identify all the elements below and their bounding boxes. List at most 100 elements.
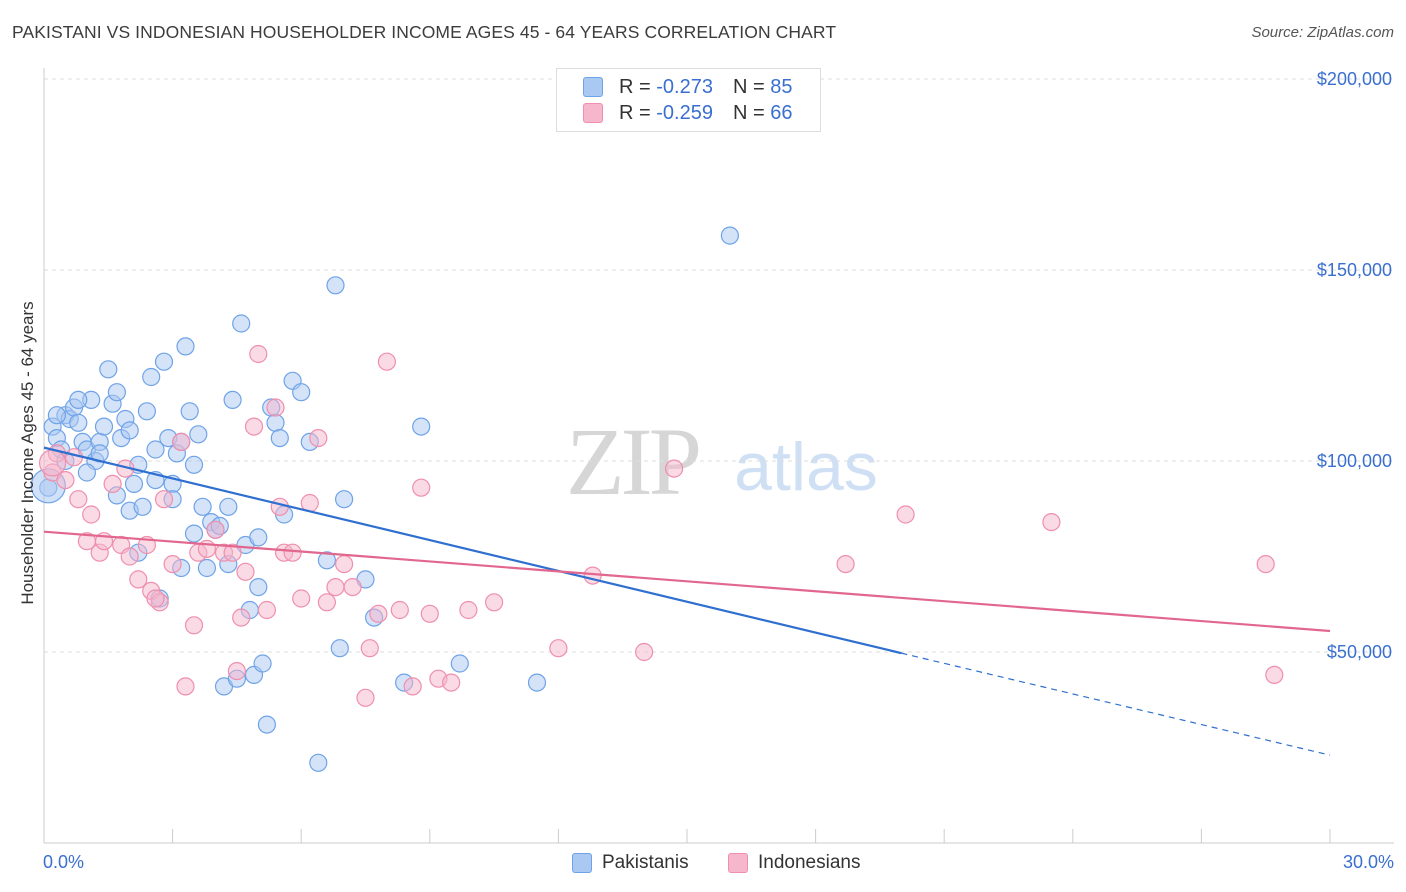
- x-tick-label-max: 30.0%: [1342, 852, 1394, 872]
- y-tick-label: $200,000: [1317, 69, 1392, 89]
- indonesian-point: [146, 589, 165, 608]
- indonesian-point: [664, 459, 684, 478]
- legend-row-pakistanis: R = -0.273 N = 85: [583, 74, 792, 100]
- pakistani-point: [197, 558, 216, 578]
- legend-n-label: N =: [732, 101, 765, 124]
- trend-lines: [43, 446, 1331, 756]
- pakistani-point: [330, 639, 349, 658]
- legend-r-value: -0.273: [656, 75, 713, 98]
- pakistani-point: [47, 406, 67, 425]
- indonesian-point: [369, 604, 388, 623]
- pakistani-point: [326, 276, 345, 295]
- pakistani-point: [146, 440, 165, 459]
- pakistani-point: [180, 402, 199, 421]
- chart-title: PAKISTANI VS INDONESIAN HOUSEHOLDER INCO…: [12, 22, 837, 42]
- indonesian-point: [172, 432, 191, 451]
- indonesian-point: [270, 497, 289, 516]
- indonesian-point: [236, 562, 255, 581]
- pakistani-point: [94, 417, 114, 436]
- bottom-legend-label-pakistanis: Pakistanis: [602, 852, 689, 873]
- indonesian-point: [412, 478, 431, 497]
- indonesian-point: [232, 608, 251, 627]
- indonesian-point: [343, 577, 362, 597]
- indonesian-point: [82, 505, 101, 524]
- pakistani-point: [249, 528, 268, 547]
- pakistani-point: [720, 226, 740, 245]
- bottom-legend-swatch-indonesians: [728, 853, 748, 873]
- pakistani-point: [133, 497, 152, 516]
- indonesian-point: [896, 505, 915, 524]
- indonesian-point: [244, 417, 264, 436]
- pakistani-point: [193, 497, 212, 516]
- watermark-atlas: atlas: [734, 429, 878, 505]
- pakistani-point: [232, 314, 251, 333]
- indonesian-point: [403, 677, 422, 696]
- pakistani-point: [154, 352, 174, 371]
- pakistani-point: [527, 673, 547, 692]
- indonesian-point: [377, 352, 396, 371]
- pakistani-point: [69, 390, 88, 409]
- indonesian-point: [69, 490, 88, 509]
- y-axis-label: Householder Income Ages 45 - 64 years: [18, 301, 37, 605]
- pakistani-point: [99, 360, 118, 379]
- pakistani-point: [219, 497, 238, 516]
- legend-n-value: 66: [770, 101, 793, 124]
- indonesian-point: [154, 490, 174, 509]
- indonesians-points: [38, 344, 1284, 707]
- indonesian-point: [390, 600, 409, 620]
- bottom-legend-label-indonesians: Indonesians: [758, 852, 861, 873]
- pakistani-point: [223, 390, 242, 409]
- legend-r-label: R =: [619, 101, 651, 124]
- pakistani-point: [189, 425, 208, 444]
- indonesian-point: [1256, 554, 1275, 574]
- pakistani-point: [257, 715, 276, 734]
- indonesian-point: [326, 577, 345, 597]
- indonesian-point: [485, 593, 504, 612]
- indonesian-point: [103, 474, 122, 493]
- pakistani-point: [249, 577, 268, 597]
- pakistani-point: [184, 455, 204, 474]
- indonesian-point: [257, 600, 276, 620]
- indonesian-point: [223, 543, 242, 562]
- pakistani-point: [317, 551, 336, 570]
- indonesian-point: [227, 661, 246, 681]
- indonesian-point: [420, 604, 439, 623]
- indonesian-point: [335, 554, 354, 574]
- legend-swatch-indonesians: [583, 103, 603, 123]
- y-tick-labels: $50,000 $100,000 $150,000 $200,000: [1317, 69, 1392, 662]
- legend-n-value: 85: [770, 75, 793, 98]
- bottom-legend-indonesians: Indonesians: [728, 850, 860, 876]
- indonesian-cluster-point: [38, 449, 67, 477]
- legend-r-value: -0.259: [656, 101, 713, 124]
- indonesian-point: [1265, 665, 1284, 685]
- bottom-legend-pakistanis: Pakistanis: [572, 850, 689, 876]
- pakistani-point: [266, 413, 285, 432]
- indonesian-point: [266, 398, 285, 417]
- indonesian-point: [184, 616, 204, 635]
- indonesian-point: [360, 639, 379, 658]
- pakistani-point: [253, 654, 272, 673]
- indonesian-point: [317, 593, 336, 612]
- y-tick-label: $100,000: [1317, 451, 1392, 471]
- bottom-legend-swatch-pakistanis: [572, 853, 592, 873]
- y-tick-label: $150,000: [1317, 260, 1392, 280]
- pakistani-point: [412, 417, 431, 436]
- pakistani-point: [69, 413, 88, 432]
- indonesian-point: [836, 554, 855, 574]
- pakistani-point: [270, 429, 289, 448]
- y-tick-label: $50,000: [1327, 642, 1392, 662]
- pakistani-point: [450, 654, 469, 673]
- axes: [43, 68, 1394, 844]
- indonesian-point: [442, 673, 461, 692]
- pakistani-point: [142, 367, 161, 387]
- pakistani-point: [309, 753, 328, 772]
- indonesian-point: [129, 570, 148, 589]
- pakistanis-trend-line-extension: [901, 652, 1331, 756]
- x-tick-label-min: 0.0%: [43, 852, 85, 872]
- pakistanis-trend-line: [43, 446, 902, 655]
- pakistani-point: [137, 402, 156, 421]
- indonesian-point: [356, 688, 375, 707]
- legend-row-indonesians: R = -0.259 N = 66: [583, 100, 792, 126]
- legend-r-label: R =: [619, 75, 651, 98]
